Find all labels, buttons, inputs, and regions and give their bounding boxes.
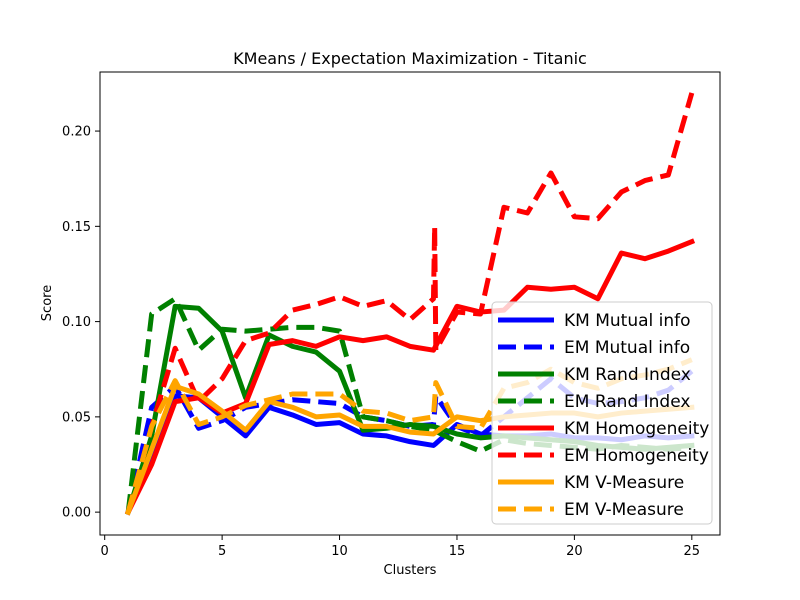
x-tick-label: 15 xyxy=(449,544,466,559)
y-tick-label: 0.20 xyxy=(62,125,91,140)
chart-title: KMeans / Expectation Maximization - Tita… xyxy=(233,49,587,68)
y-tick-label: 0.05 xyxy=(62,410,91,425)
x-tick-label: 0 xyxy=(101,544,109,559)
y-axis-title: Score xyxy=(40,285,55,321)
legend-label: KM V-Measure xyxy=(564,473,684,493)
plot-frame xyxy=(99,71,721,536)
legend-label: EM Homogeneity xyxy=(564,446,709,466)
x-axis-ticks: 0 5 10 15 20 25 xyxy=(101,535,701,559)
legend-box xyxy=(491,301,713,525)
legend: KM Mutual info EM Mutual info KM Rand Inde… xyxy=(491,301,713,525)
series-line-6 xyxy=(125,92,695,513)
legend-label: EM Mutual info xyxy=(564,338,690,358)
x-tick-label: 5 xyxy=(218,544,226,559)
y-tick-label: 0.15 xyxy=(62,220,91,235)
y-axis-ticks: 0.00 0.05 0.10 0.15 0.20 xyxy=(62,125,100,521)
legend-label: KM Mutual info xyxy=(564,311,691,331)
x-tick-label: 25 xyxy=(684,544,701,559)
y-tick-label: 0.10 xyxy=(62,315,91,330)
legend-label: EM Rand Index xyxy=(564,392,690,412)
x-tick-label: 20 xyxy=(566,544,583,559)
y-tick-label: 0.00 xyxy=(62,506,91,521)
x-axis-title: Clusters xyxy=(384,563,437,578)
legend-label: KM Rand Index xyxy=(564,365,691,385)
legend-label: KM Homogeneity xyxy=(564,419,709,439)
x-tick-label: 10 xyxy=(331,544,348,559)
legend-label: EM V-Measure xyxy=(564,500,684,520)
